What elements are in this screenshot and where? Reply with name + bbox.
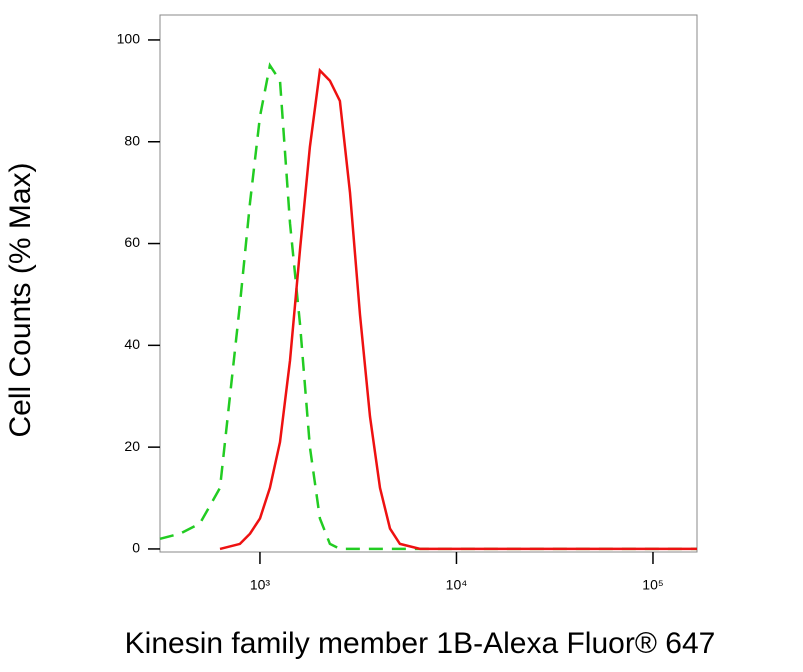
y-axis-title: Cell Counts (% Max): [4, 162, 37, 437]
x-tick-label: 10⁴: [446, 577, 468, 593]
y-tick-label: 40: [124, 336, 140, 352]
series-line: [159, 62, 697, 551]
y-tick-label: 80: [124, 132, 140, 148]
x-tick-label: 10³: [250, 577, 271, 593]
y-tick-label: 100: [117, 31, 141, 47]
x-tick-label: 10⁵: [642, 577, 663, 593]
x-axis-title: Kinesin family member 1B-Alexa Fluor® 64…: [125, 627, 716, 660]
y-tick-label: 60: [124, 234, 140, 250]
series-line: [219, 67, 697, 551]
plot-frame: [159, 14, 698, 553]
y-tick-label: 20: [124, 438, 140, 454]
y-tick-label: 0: [132, 540, 140, 556]
